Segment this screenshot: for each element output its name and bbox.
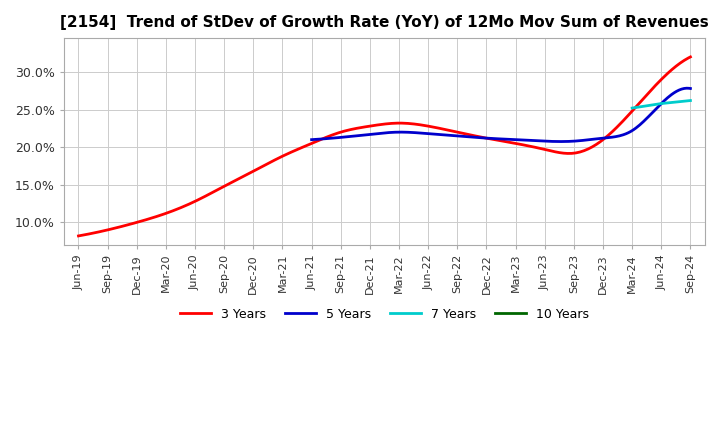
5 Years: [686, 86, 695, 91]
5 Years: [531, 138, 540, 143]
5 Years: [533, 138, 541, 143]
3 Years: [436, 126, 445, 131]
5 Years: [309, 137, 318, 142]
3 Years: [629, 107, 637, 113]
Line: 7 Years: 7 Years: [632, 101, 690, 108]
3 Years: [590, 143, 598, 148]
7 Years: [657, 101, 665, 106]
Line: 5 Years: 5 Years: [312, 88, 690, 142]
5 Years: [557, 139, 565, 144]
5 Years: [652, 106, 660, 111]
3 Years: [76, 233, 85, 238]
5 Years: [628, 128, 636, 133]
5 Years: [683, 85, 691, 91]
3 Years: [449, 128, 457, 134]
3 Years: [438, 126, 447, 132]
5 Years: [539, 139, 548, 144]
3 Years: [74, 233, 83, 238]
Legend: 3 Years, 5 Years, 7 Years, 10 Years: 3 Years, 5 Years, 7 Years, 10 Years: [175, 303, 594, 326]
7 Years: [686, 98, 695, 103]
Title: [2154]  Trend of StDev of Growth Rate (YoY) of 12Mo Mov Sum of Revenues: [2154] Trend of StDev of Growth Rate (Yo…: [60, 15, 708, 30]
3 Years: [686, 54, 695, 59]
7 Years: [628, 106, 636, 111]
Line: 3 Years: 3 Years: [78, 57, 690, 236]
5 Years: [307, 137, 316, 142]
